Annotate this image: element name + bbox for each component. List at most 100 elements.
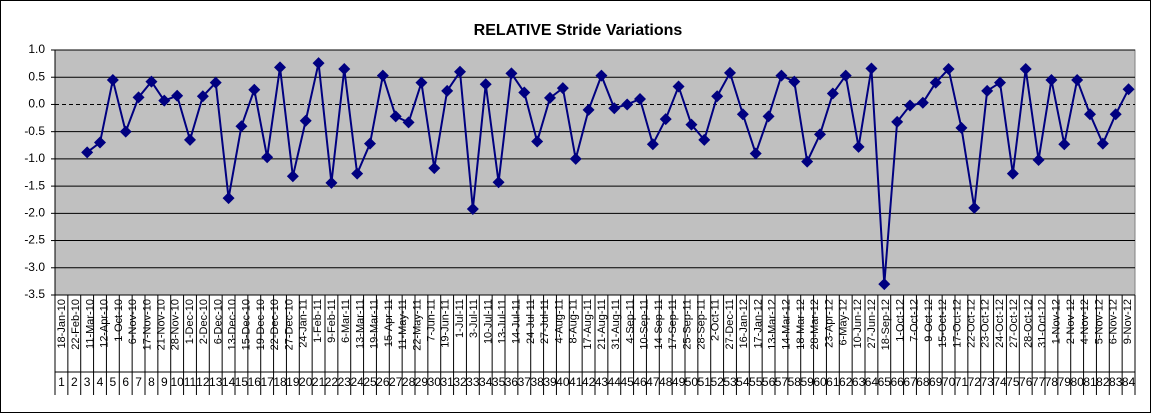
marker xyxy=(274,61,286,74)
x-tick-label: 48 xyxy=(659,375,673,389)
x-tick-label: 30 xyxy=(428,375,442,389)
marker xyxy=(646,138,659,151)
x-tick-label: 83 xyxy=(1109,375,1123,389)
marker xyxy=(145,75,158,88)
y-tick-label: -0.5 xyxy=(24,124,45,138)
x-tick-label: 47 xyxy=(646,375,660,389)
x-tick-label: 81 xyxy=(1083,375,1097,389)
date-label: 19-Mar-11 xyxy=(369,299,381,349)
x-tick-label: 15 xyxy=(235,375,249,389)
x-tick-label: 71 xyxy=(955,375,969,389)
x-tick-label: 69 xyxy=(929,375,943,389)
marker xyxy=(376,69,389,82)
date-label: 17-Jan-12 xyxy=(752,299,764,349)
x-tick-label: 35 xyxy=(492,375,506,389)
x-tick-label: 36 xyxy=(505,375,519,389)
x-tick-label: 25 xyxy=(363,375,377,389)
x-tick-label: 68 xyxy=(916,375,930,389)
marker xyxy=(1032,153,1045,166)
date-label: 9-Nov-12 xyxy=(1122,299,1134,344)
marker xyxy=(1084,108,1096,121)
date-label: 5-Nov-12 xyxy=(1093,299,1105,344)
series-line xyxy=(86,62,1130,285)
marker xyxy=(196,90,209,103)
date-label: 23-Apr-12 xyxy=(823,299,835,348)
marker xyxy=(775,69,788,82)
date-label: 15-Oct-12 xyxy=(937,299,949,348)
x-tick-label: 43 xyxy=(595,375,609,389)
date-label: 22-Oct-12 xyxy=(965,299,977,348)
marker xyxy=(916,96,929,109)
x-tick-label: 27 xyxy=(389,375,403,389)
marker xyxy=(736,108,749,121)
date-label: 18-Sep-12 xyxy=(880,299,892,350)
date-label: 13-Jul-11 xyxy=(497,299,509,344)
date-label: 6-May-12 xyxy=(838,299,850,345)
marker xyxy=(724,66,736,79)
date-label: 1-Oct-12 xyxy=(894,299,906,342)
x-tick-label: 21 xyxy=(312,375,326,389)
marker xyxy=(994,76,1006,89)
date-label: 19-Jun-11 xyxy=(440,299,452,348)
marker xyxy=(698,133,711,146)
marker xyxy=(608,102,621,115)
marker xyxy=(981,84,994,97)
y-tick-label: -3.5 xyxy=(24,287,45,301)
date-label: 2-Oct-11 xyxy=(710,299,722,341)
date-label: 10-Jul-11 xyxy=(482,299,494,344)
x-tick-label: 58 xyxy=(788,375,802,389)
date-label: 7-Jun-11 xyxy=(425,299,437,342)
date-label: 31-Aug-11 xyxy=(610,299,622,350)
x-tick-label: 57 xyxy=(775,375,789,389)
x-tick-label: 37 xyxy=(518,375,532,389)
marker xyxy=(595,69,608,82)
date-label: 1-Feb-11 xyxy=(312,299,324,343)
x-tick-label: 79 xyxy=(1058,375,1072,389)
y-tick-label: -1.0 xyxy=(24,151,45,165)
marker xyxy=(235,120,248,133)
date-label: 13-Mar-11 xyxy=(354,299,366,349)
x-tick-label: 26 xyxy=(376,375,390,389)
date-label: 16-Jan-12 xyxy=(738,299,750,349)
date-label: 27-Jun-12 xyxy=(866,299,878,349)
date-label: 28-Oct-12 xyxy=(1022,299,1034,348)
marker xyxy=(94,136,106,149)
x-tick-label: 10 xyxy=(170,375,184,389)
marker xyxy=(749,147,762,160)
date-label: 14-Mar-12 xyxy=(781,299,793,350)
x-tick-label: 66 xyxy=(890,375,904,389)
x-tick-label: 3 xyxy=(84,375,91,389)
x-tick-label: 76 xyxy=(1019,375,1033,389)
marker xyxy=(852,140,865,153)
date-label: 10-Jun-12 xyxy=(852,299,864,349)
x-tick-label: 4 xyxy=(97,375,104,389)
x-tick-label: 14 xyxy=(222,375,236,389)
marker xyxy=(531,135,544,148)
date-label: 28-Sep-11 xyxy=(695,299,707,350)
date-label: 22-Dec-10 xyxy=(269,299,281,350)
marker xyxy=(158,94,171,107)
date-label: 2-Nov-12 xyxy=(1065,299,1077,344)
y-tick-label: 0.5 xyxy=(28,69,45,83)
date-label: 8-Aug-11 xyxy=(568,299,580,343)
date-label: 3-Jul-11 xyxy=(468,299,480,338)
marker xyxy=(711,90,724,103)
x-tick-label: 17 xyxy=(260,375,274,389)
x-tick-label: 46 xyxy=(633,375,647,389)
marker xyxy=(929,76,942,89)
marker xyxy=(209,76,222,89)
date-label: 1-Nov-12 xyxy=(1051,299,1063,344)
x-tick-label: 60 xyxy=(813,375,827,389)
marker xyxy=(466,202,479,215)
date-label: 14-Sep-11 xyxy=(653,299,665,350)
date-label: 1-Jul-11 xyxy=(454,299,466,338)
date-label: 6-Nov-10 xyxy=(127,299,139,344)
x-tick-label: 40 xyxy=(556,375,570,389)
date-label: 1-Oct-10 xyxy=(113,299,125,342)
x-tick-label: 70 xyxy=(942,375,956,389)
marker xyxy=(248,83,261,96)
date-label: 28-Mar-12 xyxy=(809,299,821,350)
date-label: 17-Aug-11 xyxy=(582,299,594,350)
marker xyxy=(891,115,904,128)
